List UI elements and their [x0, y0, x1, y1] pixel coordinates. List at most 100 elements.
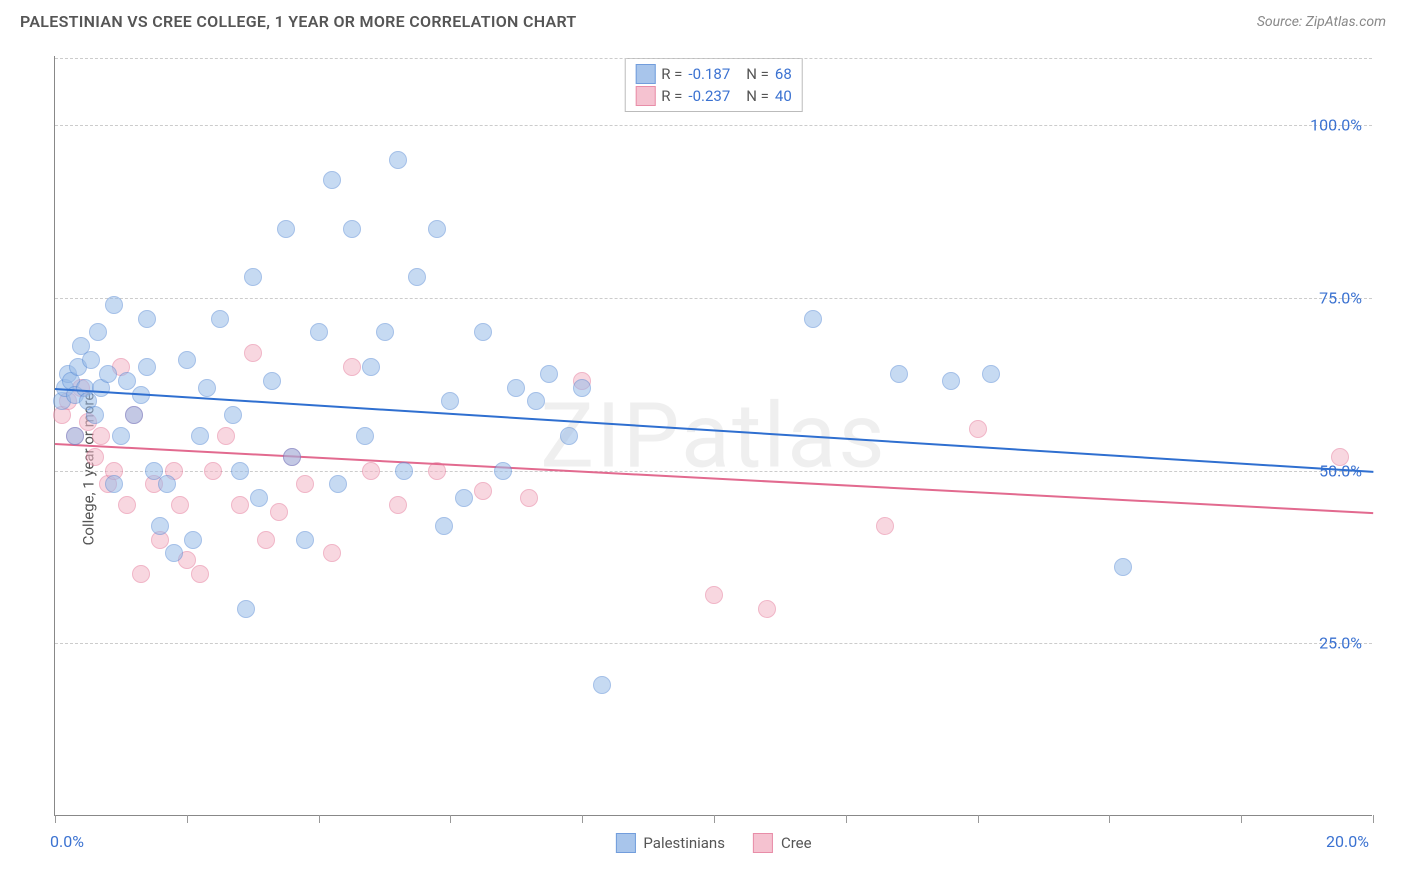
scatter-point-blue — [455, 489, 473, 507]
scatter-point-blue — [507, 379, 525, 397]
scatter-point-blue — [277, 220, 295, 238]
scatter-point-blue — [151, 517, 169, 535]
scatter-point-blue — [395, 462, 413, 480]
scatter-point-pink — [132, 565, 150, 583]
scatter-point-blue — [99, 365, 117, 383]
scatter-point-pink — [296, 475, 314, 493]
scatter-point-blue — [178, 351, 196, 369]
x-tick — [1373, 815, 1374, 823]
scatter-point-pink — [705, 586, 723, 604]
scatter-point-pink — [1331, 448, 1349, 466]
legend-n-pink: 40 — [775, 85, 792, 107]
scatter-point-pink — [343, 358, 361, 376]
chart-title: PALESTINIAN VS CREE COLLEGE, 1 YEAR OR M… — [20, 12, 577, 31]
scatter-point-pink — [204, 462, 222, 480]
trend-line-blue — [55, 388, 1373, 473]
scatter-point-blue — [211, 310, 229, 328]
scatter-point-blue — [474, 323, 492, 341]
scatter-point-blue — [435, 517, 453, 535]
scatter-point-pink — [876, 517, 894, 535]
scatter-point-blue — [942, 372, 960, 390]
scatter-point-blue — [573, 379, 591, 397]
legend-stats: R = -0.187 N = 68 R = -0.237 N = 40 — [624, 58, 803, 112]
scatter-point-blue — [244, 268, 262, 286]
scatter-point-blue — [66, 427, 84, 445]
scatter-point-pink — [244, 344, 262, 362]
legend-n-label: N = — [746, 85, 769, 107]
scatter-point-blue — [138, 358, 156, 376]
scatter-point-blue — [105, 296, 123, 314]
legend-stats-row-pink: R = -0.237 N = 40 — [635, 85, 792, 107]
scatter-point-blue — [237, 600, 255, 618]
scatter-point-blue — [89, 323, 107, 341]
x-axis-min-label: 0.0% — [50, 832, 84, 851]
legend-item-blue: Palestinians — [615, 833, 725, 853]
x-tick — [187, 815, 188, 823]
scatter-point-blue — [86, 406, 104, 424]
x-tick — [450, 815, 451, 823]
legend-label-pink: Cree — [781, 834, 812, 852]
scatter-point-blue — [428, 220, 446, 238]
scatter-point-blue — [310, 323, 328, 341]
scatter-point-blue — [362, 358, 380, 376]
x-tick — [714, 815, 715, 823]
scatter-point-blue — [138, 310, 156, 328]
legend-r-pink: -0.237 — [688, 85, 730, 107]
legend-series: Palestinians Cree — [615, 833, 811, 853]
x-tick — [319, 815, 320, 823]
legend-n-label: N = — [746, 63, 769, 85]
scatter-point-pink — [389, 496, 407, 514]
scatter-point-blue — [296, 531, 314, 549]
swatch-pink — [635, 86, 655, 106]
y-tick-label: 25.0% — [1319, 634, 1362, 653]
scatter-point-blue — [125, 406, 143, 424]
scatter-point-blue — [198, 379, 216, 397]
scatter-point-blue — [343, 220, 361, 238]
scatter-point-blue — [540, 365, 558, 383]
source-label: Source: ZipAtlas.com — [1257, 14, 1386, 30]
swatch-pink — [753, 833, 773, 853]
scatter-point-blue — [224, 406, 242, 424]
scatter-point-pink — [270, 503, 288, 521]
scatter-point-pink — [758, 600, 776, 618]
swatch-blue — [615, 833, 635, 853]
scatter-point-blue — [890, 365, 908, 383]
scatter-point-pink — [86, 448, 104, 466]
y-tick-label: 75.0% — [1319, 288, 1362, 307]
gridline — [55, 298, 1372, 299]
gridline — [55, 125, 1372, 126]
x-tick — [1241, 815, 1242, 823]
scatter-point-blue — [105, 475, 123, 493]
scatter-point-blue — [82, 351, 100, 369]
legend-stats-row-blue: R = -0.187 N = 68 — [635, 63, 792, 85]
scatter-point-blue — [250, 489, 268, 507]
gridline — [55, 643, 1372, 644]
scatter-point-pink — [118, 496, 136, 514]
legend-r-label: R = — [661, 85, 682, 107]
scatter-point-blue — [323, 171, 341, 189]
scatter-point-blue — [356, 427, 374, 445]
scatter-point-blue — [191, 427, 209, 445]
x-axis-max-label: 20.0% — [1326, 832, 1369, 851]
swatch-blue — [635, 64, 655, 84]
scatter-point-blue — [593, 676, 611, 694]
x-tick — [55, 815, 56, 823]
scatter-point-pink — [191, 565, 209, 583]
legend-n-blue: 68 — [775, 63, 792, 85]
scatter-point-blue — [527, 392, 545, 410]
legend-item-pink: Cree — [753, 833, 812, 853]
scatter-point-blue — [560, 427, 578, 445]
x-tick — [846, 815, 847, 823]
scatter-point-blue — [283, 448, 301, 466]
y-tick-label: 100.0% — [1310, 116, 1362, 135]
gridline — [55, 58, 1372, 59]
scatter-point-blue — [441, 392, 459, 410]
scatter-point-pink — [969, 420, 987, 438]
scatter-point-pink — [257, 531, 275, 549]
legend-label-blue: Palestinians — [643, 834, 725, 852]
scatter-point-blue — [263, 372, 281, 390]
gridline — [55, 471, 1372, 472]
x-tick — [582, 815, 583, 823]
x-tick — [978, 815, 979, 823]
scatter-point-blue — [408, 268, 426, 286]
